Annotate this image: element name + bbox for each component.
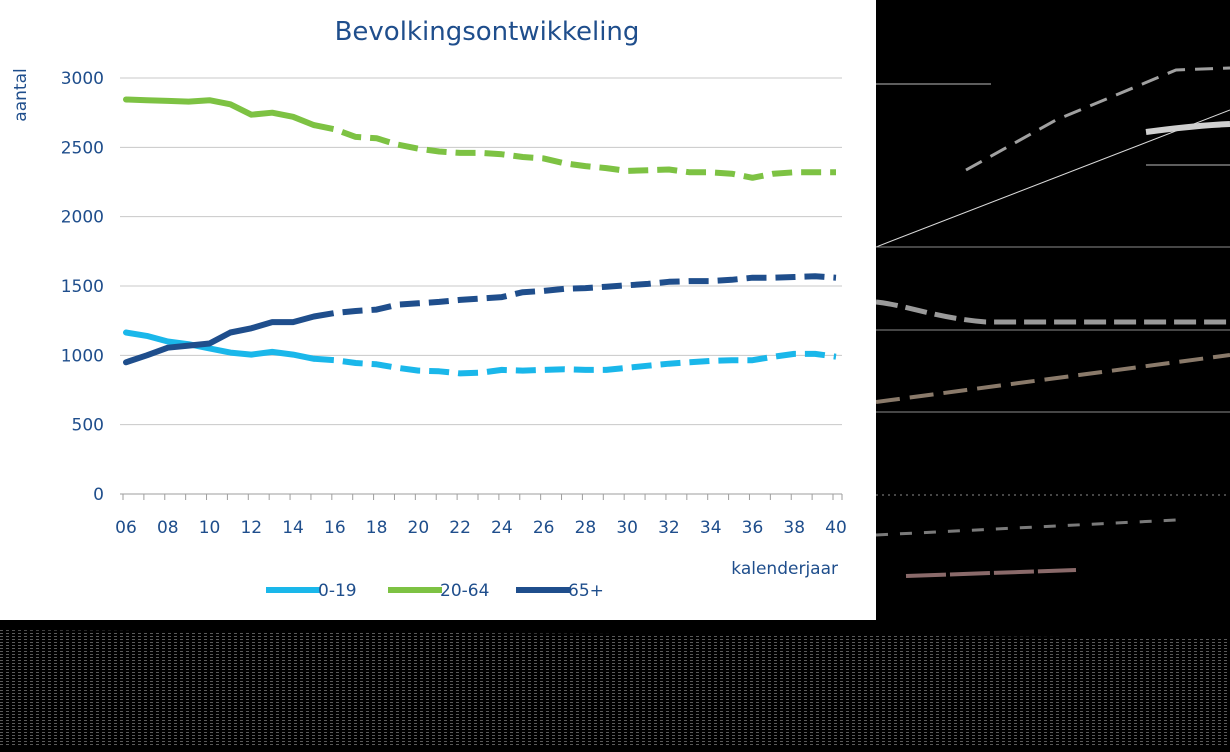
x-tick-label: 06 (115, 518, 137, 538)
line-chart: Bevolkingsontwikkeling aantal kalenderja… (11, 17, 847, 601)
y-tick-label: 2500 (61, 138, 104, 158)
gridlines (120, 77, 842, 426)
x-tick-label: 08 (157, 518, 179, 538)
series-projection-0-19 (313, 350, 837, 377)
x-tick-label: 16 (324, 518, 346, 538)
x-tick-label: 22 (449, 518, 471, 538)
axes: 0 500 1000 1500 2000 2500 3000 06 08 10 12 14 16 18 20… (61, 69, 847, 538)
legend-label-65+: 65+ (568, 581, 604, 601)
y-tick-label: 1500 (61, 277, 104, 297)
y-tick-label: 1000 (61, 346, 104, 366)
series-line-20-64 (123, 96, 317, 129)
y-tick-label: 3000 (61, 69, 104, 89)
legend-label-20-64: 20-64 (440, 581, 489, 601)
x-tick-label: 34 (700, 518, 722, 538)
x-tick-label: 36 (742, 518, 764, 538)
series-line-0-19 (123, 329, 317, 362)
scan-artifact-bottom (0, 620, 1230, 747)
x-tick-label: 24 (491, 518, 513, 538)
x-tick-label: 20 (408, 518, 430, 538)
y-axis-label: aantal (11, 68, 31, 121)
y-tick-label: 2000 (61, 208, 104, 228)
series-projection-20-64 (313, 122, 836, 181)
legend-label-0-19: 0-19 (318, 581, 357, 601)
y-tick-label: 0 (93, 485, 104, 505)
legend: 0-19 20-64 65+ (266, 581, 604, 601)
series-lines (123, 96, 837, 377)
x-tick-label: 26 (533, 518, 555, 538)
x-tick-label: 32 (658, 518, 680, 538)
x-tick-label: 30 (616, 518, 638, 538)
x-tick-label: 18 (366, 518, 388, 538)
y-tick-label: 500 (72, 416, 104, 436)
chart-title: Bevolkingsontwikkeling (335, 17, 640, 47)
series-line-65+ (123, 313, 317, 366)
x-tick-label: 12 (240, 518, 262, 538)
x-tick-label: 28 (575, 518, 597, 538)
scan-artifact-right (875, 0, 1230, 620)
x-tick-label: 14 (282, 518, 304, 538)
x-axis-label: kalenderjaar (731, 559, 838, 579)
x-tick-label: 10 (199, 518, 221, 538)
x-tick-label: 38 (783, 518, 805, 538)
series-projection-65+ (313, 273, 837, 320)
x-tick-label: 40 (825, 518, 847, 538)
chart-panel: Bevolkingsontwikkeling aantal kalenderja… (0, 0, 876, 620)
